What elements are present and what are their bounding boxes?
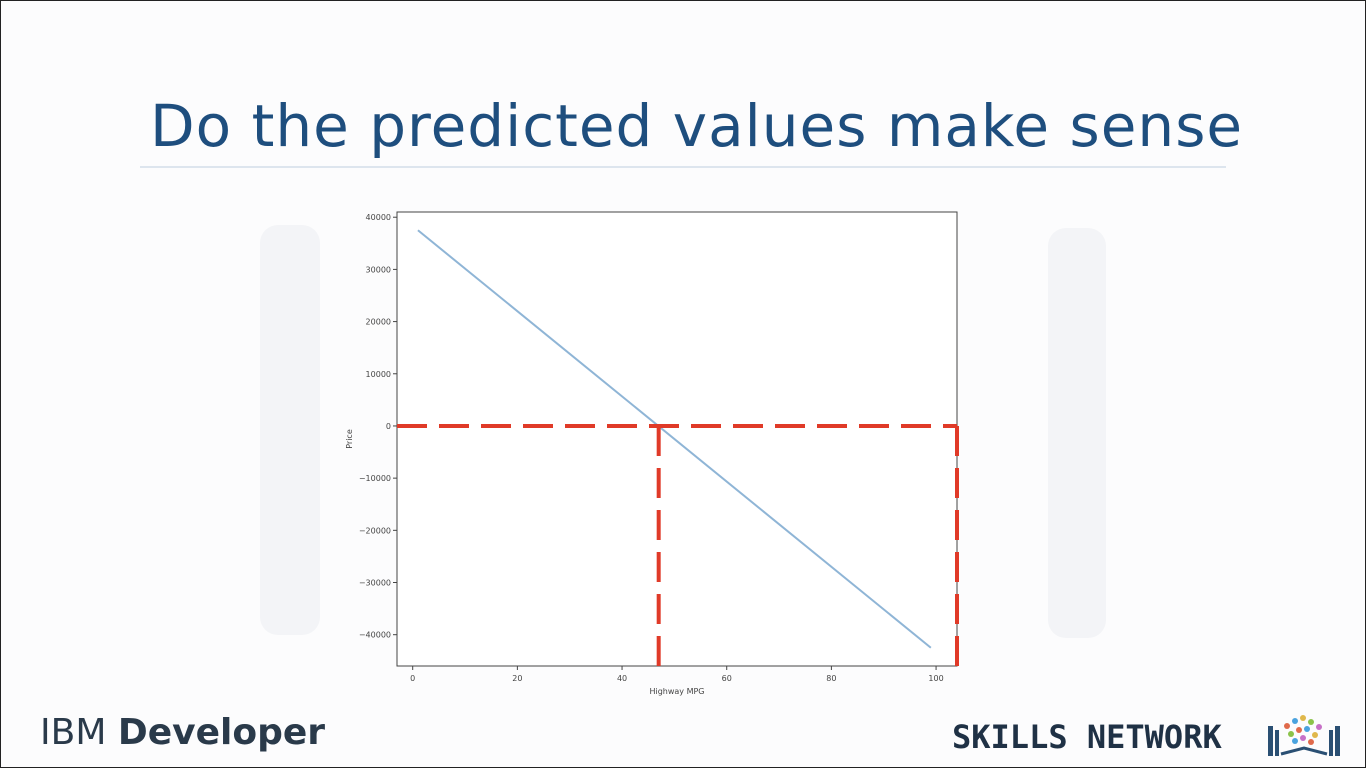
x-tick-label: 0 — [410, 674, 415, 683]
y-tick-label: −10000 — [359, 474, 391, 483]
y-tick-label: −40000 — [359, 631, 391, 640]
y-tick-label: −30000 — [359, 579, 391, 588]
brand-left-prefix: IBM — [40, 712, 107, 753]
title-underline — [140, 166, 1226, 168]
x-tick-label: 40 — [617, 674, 627, 683]
x-tick-label: 80 — [826, 674, 836, 683]
y-tick-label: −20000 — [359, 526, 391, 535]
x-tick-label: 20 — [512, 674, 522, 683]
books-with-dots-icon — [1268, 715, 1340, 756]
background-bracket-left — [260, 225, 320, 635]
y-tick-label: 10000 — [366, 370, 391, 379]
prediction-line — [417, 229, 932, 649]
y-tick-label: 30000 — [366, 265, 391, 274]
skills-network-wordmark: SKILLS NETWORK — [952, 718, 1222, 756]
brand-left-bold: Developer — [117, 712, 326, 753]
y-tick-label: 40000 — [366, 213, 391, 222]
x-tick-label: 60 — [722, 674, 732, 683]
y-axis-label: Price — [345, 429, 354, 449]
price-vs-highway-mpg-chart: 0 20 40 60 80 100 40000 30000 20000 10000 0 −10000 −… — [345, 211, 959, 696]
x-axis-label: Highway MPG — [649, 687, 704, 696]
slide-title: Do the predicted values make sense — [150, 92, 1244, 160]
y-tick-label: 20000 — [366, 318, 391, 327]
plot-area — [396, 211, 958, 667]
x-tick-label: 100 — [928, 674, 943, 683]
ibm-developer-logo: IBM Developer — [40, 712, 325, 753]
background-bracket-right — [1048, 228, 1106, 638]
y-tick-label: 0 — [386, 422, 391, 431]
